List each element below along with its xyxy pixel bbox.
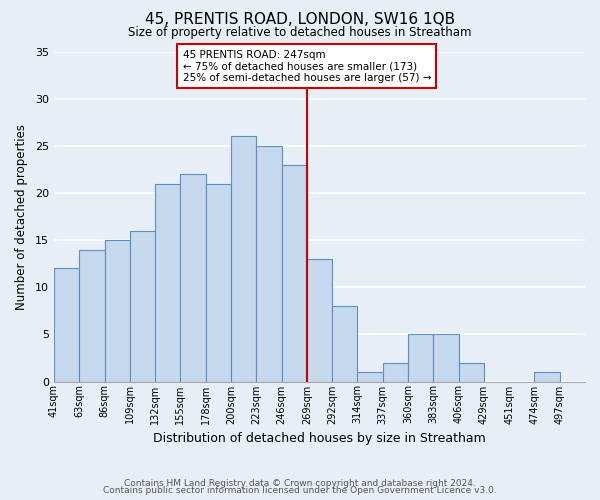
Bar	[231, 136, 256, 382]
Text: 45 PRENTIS ROAD: 247sqm
← 75% of detached houses are smaller (173)
25% of semi-d: 45 PRENTIS ROAD: 247sqm ← 75% of detache…	[182, 50, 431, 83]
Bar	[281, 164, 307, 382]
Bar	[155, 184, 181, 382]
Text: Size of property relative to detached houses in Streatham: Size of property relative to detached ho…	[128, 26, 472, 39]
Bar	[383, 362, 408, 382]
Bar	[332, 306, 358, 382]
Bar	[206, 184, 231, 382]
Text: 45, PRENTIS ROAD, LONDON, SW16 1QB: 45, PRENTIS ROAD, LONDON, SW16 1QB	[145, 12, 455, 28]
Bar	[130, 230, 155, 382]
Bar	[458, 362, 484, 382]
Y-axis label: Number of detached properties: Number of detached properties	[15, 124, 28, 310]
Bar	[104, 240, 130, 382]
X-axis label: Distribution of detached houses by size in Streatham: Distribution of detached houses by size …	[153, 432, 486, 445]
Text: Contains HM Land Registry data © Crown copyright and database right 2024.: Contains HM Land Registry data © Crown c…	[124, 478, 476, 488]
Bar	[307, 259, 332, 382]
Bar	[256, 146, 281, 382]
Bar	[535, 372, 560, 382]
Bar	[408, 334, 433, 382]
Bar	[54, 268, 79, 382]
Bar	[79, 250, 104, 382]
Text: Contains public sector information licensed under the Open Government Licence v3: Contains public sector information licen…	[103, 486, 497, 495]
Bar	[433, 334, 458, 382]
Bar	[358, 372, 383, 382]
Bar	[181, 174, 206, 382]
